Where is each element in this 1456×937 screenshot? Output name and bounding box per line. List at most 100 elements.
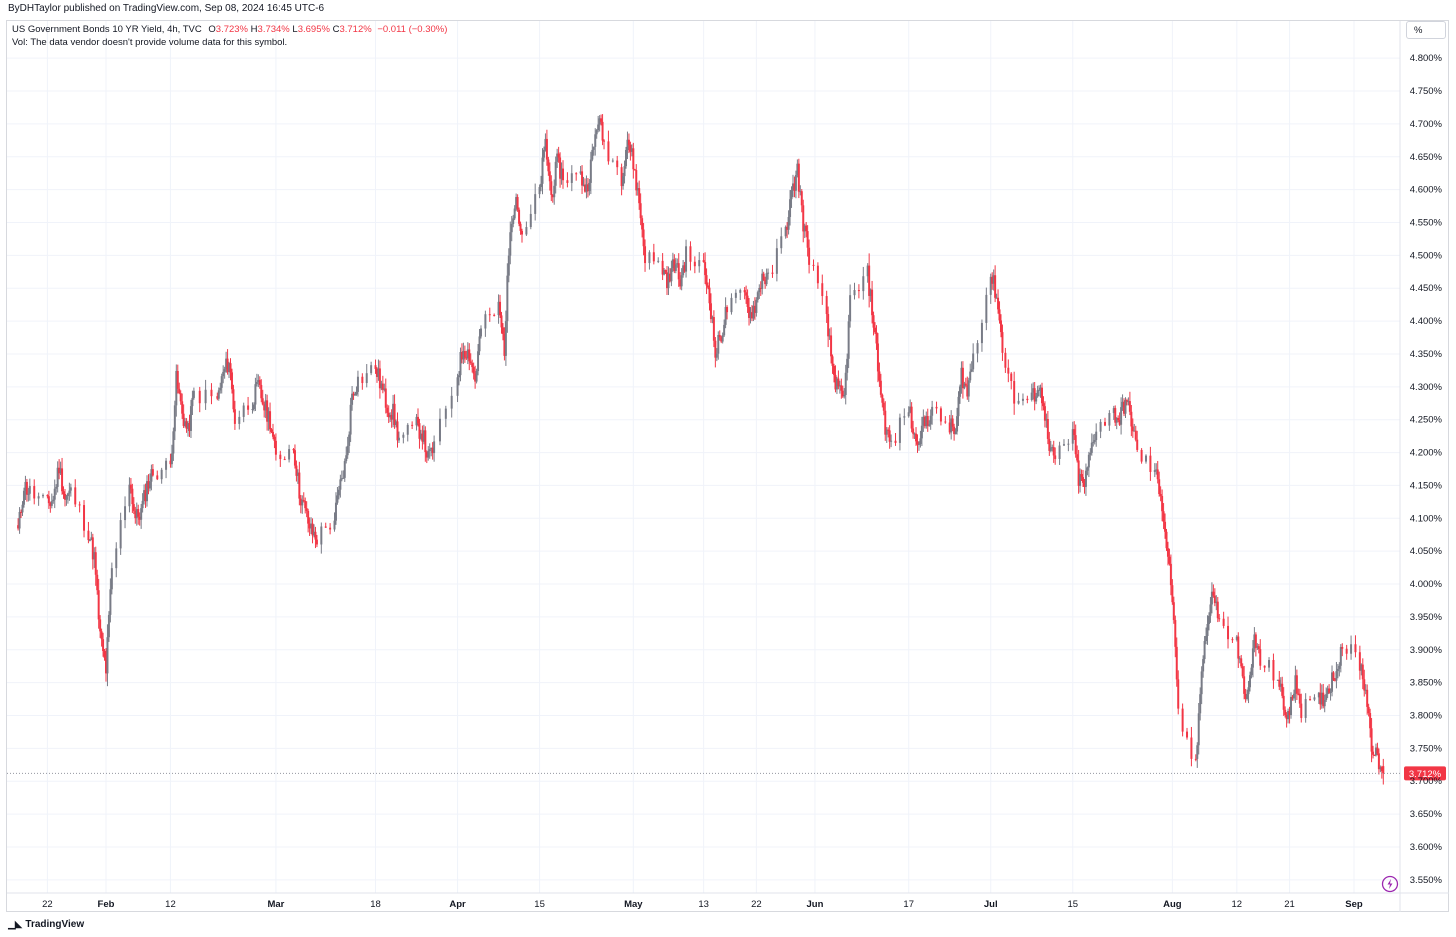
candle: [540, 175, 543, 192]
candle: [966, 376, 969, 400]
candle: [816, 262, 819, 289]
candle: [1177, 670, 1180, 715]
candle-body: [667, 273, 670, 289]
candle-body: [540, 183, 543, 188]
candle-body: [538, 187, 541, 195]
candle-body: [141, 500, 144, 509]
candle-body: [559, 157, 562, 179]
candle: [1240, 654, 1243, 669]
candle: [42, 493, 45, 499]
candle-body: [129, 484, 132, 489]
candle-body: [293, 450, 296, 466]
candle: [1335, 661, 1338, 689]
candle: [129, 477, 132, 494]
candle-body: [1043, 406, 1046, 421]
candle: [841, 385, 844, 398]
candle: [550, 175, 553, 202]
candle-body: [648, 252, 651, 264]
candle: [1058, 441, 1061, 465]
candle: [1379, 765, 1382, 773]
candle-body: [1099, 421, 1102, 432]
chart-frame: [6, 20, 1449, 912]
candle-body: [929, 415, 932, 425]
candle: [806, 225, 809, 257]
candle-body: [402, 434, 405, 438]
candle: [597, 115, 600, 133]
candle-body: [1083, 482, 1086, 487]
candle-body: [1153, 470, 1156, 472]
candle-body: [1092, 441, 1095, 443]
candle-body: [1246, 694, 1249, 699]
candle: [837, 370, 840, 390]
candle-body: [1171, 585, 1174, 603]
candle: [560, 162, 563, 185]
candle: [1130, 405, 1133, 437]
candle-body: [961, 367, 964, 389]
candle-body: [1120, 407, 1123, 425]
candle-body: [288, 449, 291, 460]
published-caption: ByDHTaylor published on TradingView.com,…: [8, 3, 325, 14]
candle: [132, 497, 135, 515]
candle-body: [866, 265, 869, 277]
candle: [1209, 597, 1212, 623]
candle: [797, 158, 800, 199]
candle: [1166, 541, 1169, 566]
candle: [68, 482, 71, 501]
candle-body: [828, 335, 831, 337]
y-tick-label: 4.650%: [1410, 152, 1443, 163]
candle-body: [796, 163, 799, 175]
candle: [671, 252, 674, 272]
candle: [887, 427, 890, 438]
lightning-icon[interactable]: [1381, 875, 1399, 893]
candle-body: [296, 472, 299, 476]
y-tick-label: 4.150%: [1410, 480, 1443, 491]
candle-body: [683, 265, 686, 272]
candle: [907, 406, 910, 418]
candle-body: [1161, 495, 1164, 512]
candle-body: [750, 312, 753, 319]
candle: [793, 176, 796, 198]
candle-body: [1076, 454, 1079, 461]
candle-body: [83, 505, 86, 531]
candle: [497, 294, 500, 324]
candle: [475, 368, 478, 384]
candle-body: [632, 148, 635, 170]
candle: [1366, 684, 1369, 715]
candle: [47, 490, 50, 509]
candle-body: [1200, 671, 1203, 695]
candle: [663, 268, 666, 276]
candle-body: [666, 272, 669, 289]
candle-body: [1379, 767, 1382, 770]
candle-body: [652, 252, 655, 262]
candle: [257, 374, 260, 388]
candle: [210, 383, 213, 405]
candle: [1333, 678, 1336, 682]
candle: [1190, 726, 1193, 767]
candle-body: [264, 400, 267, 411]
candle: [1092, 434, 1095, 447]
candle-body: [258, 380, 261, 385]
price-scale-unit-button[interactable]: %: [1406, 21, 1446, 39]
y-tick-label: 3.600%: [1410, 842, 1443, 853]
candle-body: [90, 537, 93, 540]
candle: [20, 509, 23, 519]
candle: [1276, 679, 1279, 681]
candle: [1326, 685, 1329, 699]
candle: [324, 522, 327, 528]
candle: [134, 506, 137, 524]
candle-body: [764, 279, 767, 285]
candle-body: [304, 500, 307, 509]
candle-body: [970, 369, 973, 372]
candle-body: [1001, 332, 1004, 353]
candle: [838, 380, 841, 394]
candle-body: [636, 188, 639, 191]
candle-body: [377, 368, 380, 377]
candle-body: [204, 389, 207, 404]
brand-footer[interactable]: ▁◣ TradingView: [8, 919, 84, 930]
candle-body: [390, 414, 393, 420]
candle-body: [833, 365, 835, 375]
candle-body: [1032, 388, 1035, 393]
candle: [898, 413, 901, 451]
candle-body: [1042, 403, 1045, 407]
